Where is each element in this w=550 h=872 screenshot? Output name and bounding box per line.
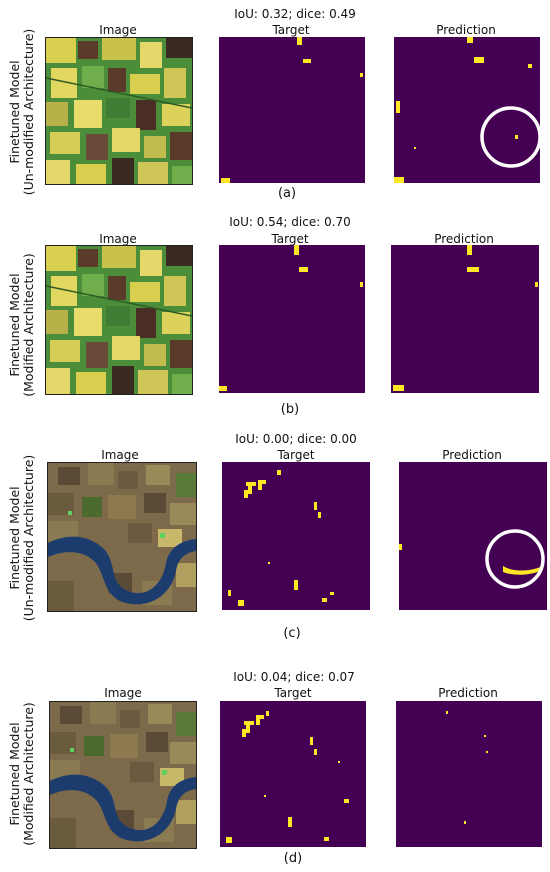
subfigure-label-d: (d) [283,851,303,866]
subfigure-label-a: (a) [277,186,297,201]
target-mask-c [222,462,370,610]
prediction-mask-c [399,462,547,610]
col-title-image-d: Image [104,686,142,700]
target-mask-a [219,37,365,183]
metric-c: IoU: 0.00; dice: 0.00 [235,432,357,446]
panel-b: IoU: 0.54; dice: 0.70 Finetuned Model (M… [0,0,550,430]
panel-c: IoU: 0.00; dice: 0.00 Finetuned Model (U… [7,432,547,641]
satellite-image-a [45,37,193,185]
col-title-image-c: Image [101,448,139,462]
row-label-d-line2: (Modified Architecture) [21,702,36,846]
col-title-prediction-c: Prediction [442,448,502,462]
highlight-circle-a [480,106,540,168]
target-mask-b [219,245,365,393]
row-label-d: Finetuned Model (Modified Architecture) [7,702,36,846]
highlight-circle-c [485,529,545,589]
panel-a: IoU: 0.32; dice: 0.49 Finetuned Model (U… [0,0,550,205]
prediction-mask-a [394,37,540,183]
metric-d: IoU: 0.04; dice: 0.07 [233,670,355,684]
col-title-image-b: Image [99,232,137,246]
target-mask-d [220,701,366,847]
prediction-mask-b [391,245,539,393]
metric-a: IoU: 0.32; dice: 0.49 [234,7,356,21]
subfigure-label-b: (b) [280,402,300,417]
subfigure-label-c: (c) [283,626,301,641]
col-title-target-d: Target [274,686,312,700]
col-title-prediction-d: Prediction [438,686,498,700]
satellite-image-c [47,462,197,612]
col-title-prediction-b: Prediction [434,232,494,246]
col-title-prediction-a: Prediction [436,23,496,37]
metric-b: IoU: 0.54; dice: 0.70 [229,215,351,229]
col-title-target-b: Target [271,232,309,246]
satellite-image-d [49,701,197,849]
col-title-target-c: Target [277,448,315,462]
row-label-d-line1: Finetuned Model [7,722,22,826]
prediction-mask-d [396,701,542,847]
col-title-image-a: Image [99,23,137,37]
col-title-target-a: Target [272,23,310,37]
satellite-image-b [45,245,193,395]
